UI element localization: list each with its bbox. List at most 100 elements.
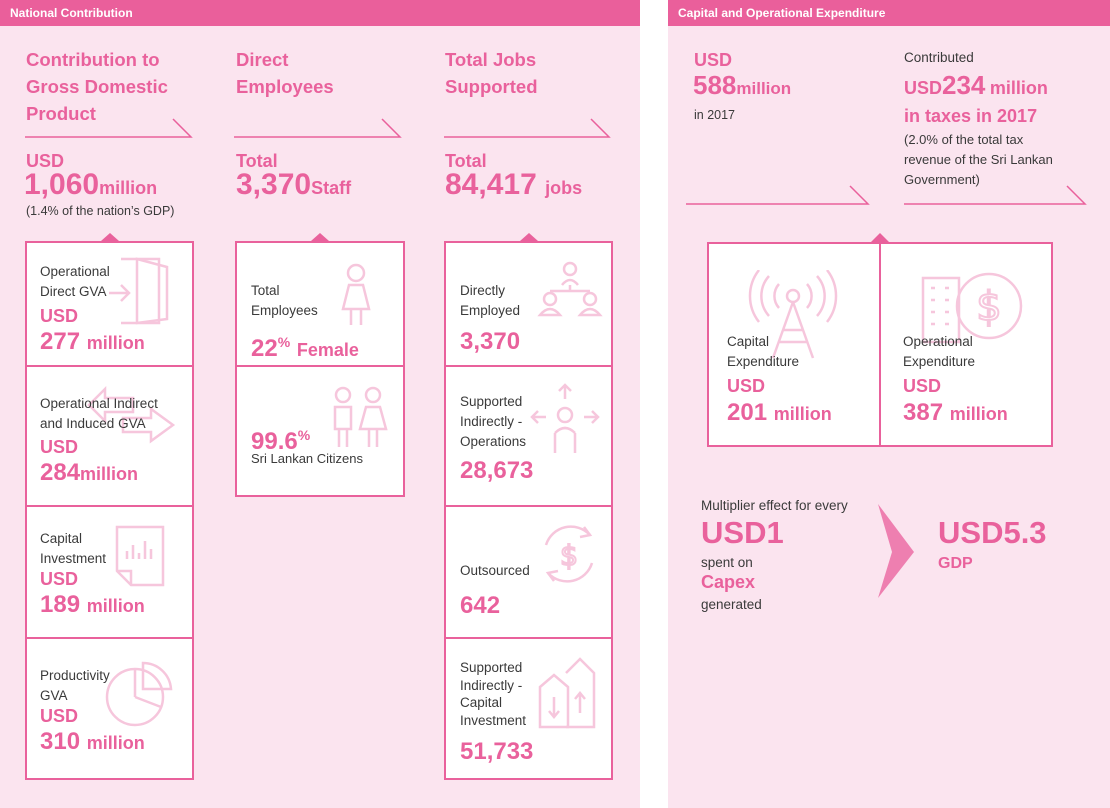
gdp-total: 1,060million — [24, 170, 157, 203]
item-label: Supported — [460, 394, 523, 409]
building-arrows-icon — [536, 653, 602, 729]
employees-item-female: Total Employees 22% Female — [235, 241, 405, 367]
multiplier-output-label: GDP — [938, 555, 973, 572]
taxes-note-line: (2.0% of the total tax — [904, 132, 1024, 147]
item-unit: Female — [296, 340, 359, 360]
team-hierarchy-icon — [536, 261, 604, 317]
multiplier-category: Capex — [701, 572, 756, 592]
item-value: 99.6 — [251, 428, 298, 455]
jobs-item-operations: Supported Indirectly - Operations 28,673 — [444, 365, 613, 507]
taxes-line2: in taxes in 2017 — [904, 106, 1038, 126]
people-icon — [329, 385, 389, 451]
item-value: 22 — [251, 335, 278, 362]
employees-total: 3,370Staff — [236, 170, 351, 203]
gdp-heading: Contribution to Gross Domestic Product — [26, 46, 168, 127]
item-label: Direct GVA — [40, 284, 107, 299]
item-value: 201 — [727, 399, 768, 426]
jobs-value: 84,417 — [445, 168, 537, 201]
taxes-note: (2.0% of the total tax revenue of the Sr… — [904, 130, 1053, 190]
item-prefix: USD — [40, 569, 79, 589]
double-arrow-icon — [87, 385, 185, 453]
item-value-suffix: % — [297, 427, 311, 443]
item-label: Operational Indirect — [40, 396, 158, 411]
item-value: 189 — [40, 591, 81, 618]
jobs-total: 84,417 jobs — [445, 170, 582, 203]
gdp-heading-line: Gross Domestic — [26, 76, 168, 97]
gdp-item-direct: Operational Direct GVA USD 277 million — [25, 241, 194, 367]
document-chart-icon — [113, 523, 169, 591]
employees-unit: Staff — [311, 178, 352, 198]
jobs-unit: jobs — [545, 178, 583, 198]
item-value: 28,673 — [460, 457, 534, 484]
taxes-unit: million — [989, 78, 1048, 98]
woman-icon — [339, 263, 373, 329]
item-unit: million — [86, 596, 145, 616]
capex-item: Capital Expenditure USD 201 million — [707, 242, 881, 447]
item-value: 310 — [40, 728, 81, 755]
pie-chart-icon — [103, 659, 177, 729]
item-label: Operations — [460, 434, 527, 449]
multiplier-input: USD1 — [701, 515, 784, 550]
multiplier-spent-on: spent on — [701, 555, 753, 570]
gdp-item-capital: Capital Investment USD 189 million — [25, 505, 194, 639]
item-label: Supported — [460, 660, 523, 675]
radio-tower-icon — [747, 270, 839, 360]
item-value: 3,370 — [460, 328, 521, 355]
divider-arrows — [25, 118, 611, 241]
svg-text:$: $ — [976, 284, 1001, 330]
item-label: Capital — [40, 531, 83, 546]
jobs-item-capital: Supported Indirectly - Capital Investmen… — [444, 637, 613, 780]
jobs-heading-line: Total Jobs — [445, 49, 537, 70]
item-label: Operational — [903, 334, 973, 349]
multiplier-intro: Multiplier effect for every — [701, 498, 848, 513]
panel-header: Capital and Operational Expenditure — [668, 0, 1110, 26]
item-label: GVA — [40, 688, 68, 703]
item-label: Indirectly - — [460, 414, 523, 429]
item-value: 51,733 — [460, 738, 534, 765]
gdp-heading-line: Product — [26, 103, 96, 124]
taxes-value: 234 — [942, 70, 986, 100]
jobs-item-outsourced: $ Outsourced 642 — [444, 505, 613, 639]
opex-item: $ Operational Expenditure USD 387 millio… — [879, 242, 1053, 447]
item-unit: million — [773, 404, 832, 424]
item-unit: million — [86, 733, 145, 753]
dollar-cycle-icon: $ — [534, 519, 604, 589]
item-label: Total — [251, 283, 280, 298]
item-label: Investment — [40, 551, 107, 566]
item-label: Expenditure — [903, 354, 976, 369]
item-prefix: USD — [727, 376, 766, 396]
capex-opex-panel: Capital and Operational Expenditure USD … — [668, 0, 1110, 808]
panel-header: National Contribution — [0, 0, 640, 26]
jobs-prefix: Total — [445, 151, 487, 171]
exit-door-icon — [107, 253, 173, 327]
employees-value: 3,370 — [236, 168, 312, 201]
jobs-heading-line: Supported — [445, 76, 538, 97]
item-label: Capital — [727, 334, 770, 349]
total-prefix: USD — [694, 50, 733, 70]
chevron-right-icon — [878, 504, 914, 598]
taxes-total: USD234 million — [904, 70, 1048, 100]
taxes-prefix: USD — [904, 78, 943, 98]
taxes-note-line: revenue of the Sri Lankan — [904, 152, 1053, 167]
gdp-item-productivity: Productivity GVA USD 310 million — [25, 637, 194, 780]
jobs-item-direct: Directly Employed 3,370 — [444, 241, 613, 367]
item-label: and Induced GVA — [40, 416, 146, 431]
employees-heading-line: Direct — [236, 49, 289, 70]
employees-heading-line: Employees — [236, 76, 334, 97]
gdp-note: (1.4% of the nation’s GDP) — [26, 204, 175, 218]
item-value: 277 — [40, 328, 81, 355]
item-prefix: USD — [40, 437, 79, 457]
employees-item-citizens: 99.6% Sri Lankan Citizens — [235, 365, 405, 497]
item-label: Outsourced — [460, 563, 530, 578]
item-prefix: USD — [903, 376, 942, 396]
item-label: Capital — [460, 695, 503, 710]
item-label: Operational — [40, 264, 110, 279]
item-value: 284 — [40, 459, 81, 486]
gdp-prefix: USD — [26, 151, 65, 171]
item-label: Employed — [460, 303, 521, 318]
gdp-unit: million — [99, 178, 158, 198]
item-label: Expenditure — [727, 354, 800, 369]
gdp-value: 1,060 — [24, 168, 100, 201]
item-prefix: USD — [40, 706, 79, 726]
item-prefix: USD — [40, 306, 79, 326]
